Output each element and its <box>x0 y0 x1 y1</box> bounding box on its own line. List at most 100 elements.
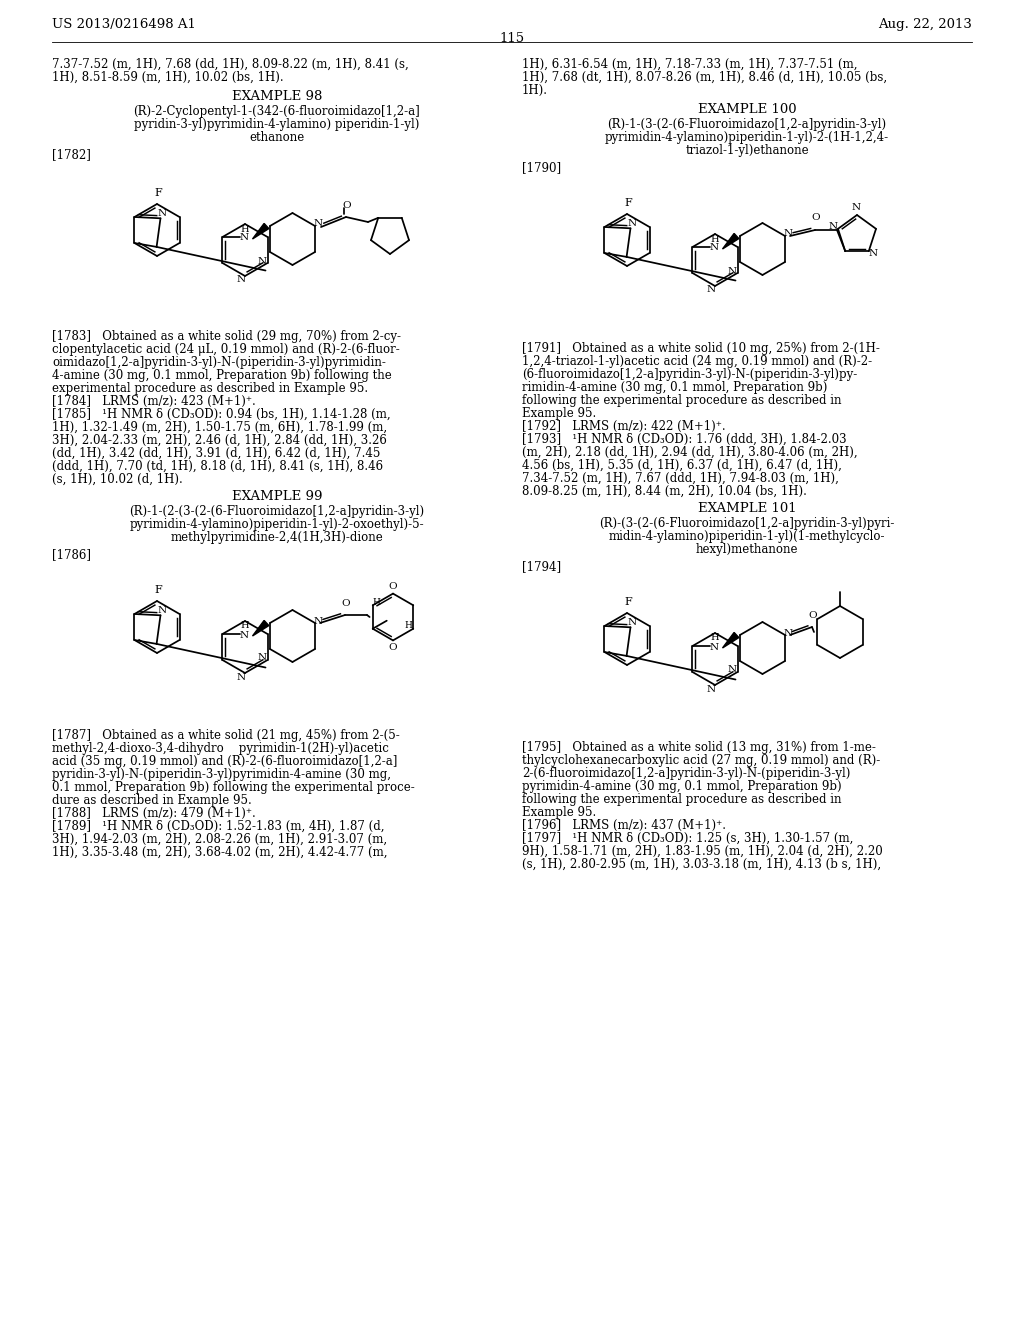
Text: (dd, 1H), 3.42 (dd, 1H), 3.91 (d, 1H), 6.42 (d, 1H), 7.45: (dd, 1H), 3.42 (dd, 1H), 3.91 (d, 1H), 6… <box>52 447 380 459</box>
Text: (6-fluoroimidazo[1,2-a]pyridin-3-yl)-N-(piperidin-3-yl)py-: (6-fluoroimidazo[1,2-a]pyridin-3-yl)-N-(… <box>522 368 857 381</box>
Text: (R)-(3-(2-(6-Fluoroimidazo[1,2-a]pyridin-3-yl)pyri-: (R)-(3-(2-(6-Fluoroimidazo[1,2-a]pyridin… <box>599 517 895 531</box>
Text: [1790]: [1790] <box>522 161 561 174</box>
Text: H: H <box>711 235 719 243</box>
Text: N: N <box>710 643 719 652</box>
Text: pyrimidin-4-amine (30 mg, 0.1 mmol, Preparation 9b): pyrimidin-4-amine (30 mg, 0.1 mmol, Prep… <box>522 780 842 793</box>
Text: 1H), 1.32-1.49 (m, 2H), 1.50-1.75 (m, 6H), 1.78-1.99 (m,: 1H), 1.32-1.49 (m, 2H), 1.50-1.75 (m, 6H… <box>52 421 387 434</box>
Text: N: N <box>313 616 323 626</box>
Text: (s, 1H), 2.80-2.95 (m, 1H), 3.03-3.18 (m, 1H), 4.13 (b s, 1H),: (s, 1H), 2.80-2.95 (m, 1H), 3.03-3.18 (m… <box>522 858 881 871</box>
Text: F: F <box>155 585 162 595</box>
Text: [1787]   Obtained as a white solid (21 mg, 45%) from 2-(5-: [1787] Obtained as a white solid (21 mg,… <box>52 729 399 742</box>
Text: O: O <box>389 582 397 591</box>
Text: (ddd, 1H), 7.70 (td, 1H), 8.18 (d, 1H), 8.41 (s, 1H), 8.46: (ddd, 1H), 7.70 (td, 1H), 8.18 (d, 1H), … <box>52 459 383 473</box>
Text: 3H), 1.94-2.03 (m, 2H), 2.08-2.26 (m, 1H), 2.91-3.07 (m,: 3H), 1.94-2.03 (m, 2H), 2.08-2.26 (m, 1H… <box>52 833 387 846</box>
Text: 7.34-7.52 (m, 1H), 7.67 (ddd, 1H), 7.94-8.03 (m, 1H),: 7.34-7.52 (m, 1H), 7.67 (ddd, 1H), 7.94-… <box>522 473 839 484</box>
Text: [1789]   ¹H NMR δ (CD₃OD): 1.52-1.83 (m, 4H), 1.87 (d,: [1789] ¹H NMR δ (CD₃OD): 1.52-1.83 (m, 4… <box>52 820 384 833</box>
Text: ethanone: ethanone <box>250 131 304 144</box>
Text: [1791]   Obtained as a white solid (10 mg, 25%) from 2-(1H-: [1791] Obtained as a white solid (10 mg,… <box>522 342 880 355</box>
Polygon shape <box>253 620 269 636</box>
Text: H: H <box>404 622 413 630</box>
Text: methylpyrimidine-2,4(1H,3H)-dione: methylpyrimidine-2,4(1H,3H)-dione <box>171 531 383 544</box>
Text: N: N <box>707 285 716 294</box>
Text: Example 95.: Example 95. <box>522 407 596 420</box>
Text: F: F <box>624 198 632 209</box>
Text: N: N <box>240 234 249 243</box>
Text: (R)-1-(2-(3-(2-(6-Fluoroimidazo[1,2-a]pyridin-3-yl): (R)-1-(2-(3-(2-(6-Fluoroimidazo[1,2-a]py… <box>129 506 425 517</box>
Text: [1784]   LRMS (m/z): 423 (M+1)⁺.: [1784] LRMS (m/z): 423 (M+1)⁺. <box>52 395 256 408</box>
Text: 115: 115 <box>500 32 524 45</box>
Text: [1786]: [1786] <box>52 548 91 561</box>
Text: 1H), 3.35-3.48 (m, 2H), 3.68-4.02 (m, 2H), 4.42-4.77 (m,: 1H), 3.35-3.48 (m, 2H), 3.68-4.02 (m, 2H… <box>52 846 387 859</box>
Text: O: O <box>343 201 351 210</box>
Text: N: N <box>628 618 637 627</box>
Text: rimidin-4-amine (30 mg, 0.1 mmol, Preparation 9b): rimidin-4-amine (30 mg, 0.1 mmol, Prepar… <box>522 381 827 393</box>
Text: EXAMPLE 100: EXAMPLE 100 <box>697 103 797 116</box>
Text: 9H), 1.58-1.71 (m, 2H), 1.83-1.95 (m, 1H), 2.04 (d, 2H), 2.20: 9H), 1.58-1.71 (m, 2H), 1.83-1.95 (m, 1H… <box>522 845 883 858</box>
Text: experimental procedure as described in Example 95.: experimental procedure as described in E… <box>52 381 368 395</box>
Text: [1788]   LRMS (m/z): 479 (M+1)⁺.: [1788] LRMS (m/z): 479 (M+1)⁺. <box>52 807 256 820</box>
Text: US 2013/0216498 A1: US 2013/0216498 A1 <box>52 18 196 30</box>
Text: [1785]   ¹H NMR δ (CD₃OD): 0.94 (bs, 1H), 1.14-1.28 (m,: [1785] ¹H NMR δ (CD₃OD): 0.94 (bs, 1H), … <box>52 408 390 421</box>
Text: acid (35 mg, 0.19 mmol) and (R)-2-(6-fluoroimidazo[1,2-a]: acid (35 mg, 0.19 mmol) and (R)-2-(6-flu… <box>52 755 397 768</box>
Text: triazol-1-yl)ethanone: triazol-1-yl)ethanone <box>685 144 809 157</box>
Text: oimidazo[1,2-a]pyridin-3-yl)-N-(piperidin-3-yl)pyrimidin-: oimidazo[1,2-a]pyridin-3-yl)-N-(piperidi… <box>52 356 386 370</box>
Text: [1782]: [1782] <box>52 148 91 161</box>
Text: (m, 2H), 2.18 (dd, 1H), 2.94 (dd, 1H), 3.80-4.06 (m, 2H),: (m, 2H), 2.18 (dd, 1H), 2.94 (dd, 1H), 3… <box>522 446 858 459</box>
Text: 2-(6-fluoroimidazo[1,2-a]pyridin-3-yl)-N-(piperidin-3-yl): 2-(6-fluoroimidazo[1,2-a]pyridin-3-yl)-N… <box>522 767 850 780</box>
Text: 8.09-8.25 (m, 1H), 8.44 (m, 2H), 10.04 (bs, 1H).: 8.09-8.25 (m, 1H), 8.44 (m, 2H), 10.04 (… <box>522 484 807 498</box>
Polygon shape <box>723 234 739 249</box>
Text: methyl-2,4-dioxo-3,4-dihydro    pyrimidin-1(2H)-yl)acetic: methyl-2,4-dioxo-3,4-dihydro pyrimidin-1… <box>52 742 389 755</box>
Text: N: N <box>851 203 860 213</box>
Text: pyrimidin-4-ylamino)piperidin-1-yl)-2-(1H-1,2,4-: pyrimidin-4-ylamino)piperidin-1-yl)-2-(1… <box>605 131 889 144</box>
Text: H: H <box>711 634 719 643</box>
Text: O: O <box>812 214 820 223</box>
Text: N: N <box>707 685 716 693</box>
Text: 4.56 (bs, 1H), 5.35 (d, 1H), 6.37 (d, 1H), 6.47 (d, 1H),: 4.56 (bs, 1H), 5.35 (d, 1H), 6.37 (d, 1H… <box>522 459 842 473</box>
Text: pyrimidin-4-ylamino)piperidin-1-yl)-2-oxoethyl)-5-: pyrimidin-4-ylamino)piperidin-1-yl)-2-ox… <box>130 517 424 531</box>
Text: 1,2,4-triazol-1-yl)acetic acid (24 mg, 0.19 mmol) and (R)-2-: 1,2,4-triazol-1-yl)acetic acid (24 mg, 0… <box>522 355 872 368</box>
Text: N: N <box>783 230 793 239</box>
Text: 1H), 8.51-8.59 (m, 1H), 10.02 (bs, 1H).: 1H), 8.51-8.59 (m, 1H), 10.02 (bs, 1H). <box>52 71 284 84</box>
Text: N: N <box>710 243 719 252</box>
Text: pyridin-3-yl)-N-(piperidin-3-yl)pyrimidin-4-amine (30 mg,: pyridin-3-yl)-N-(piperidin-3-yl)pyrimidi… <box>52 768 391 781</box>
Text: clopentylacetic acid (24 μL, 0.19 mmol) and (R)-2-(6-fluor-: clopentylacetic acid (24 μL, 0.19 mmol) … <box>52 343 399 356</box>
Text: N: N <box>783 628 793 638</box>
Text: O: O <box>809 610 817 619</box>
Text: 0.1 mmol, Preparation 9b) following the experimental proce-: 0.1 mmol, Preparation 9b) following the … <box>52 781 415 795</box>
Text: EXAMPLE 99: EXAMPLE 99 <box>231 490 323 503</box>
Text: N: N <box>240 631 249 639</box>
Text: (s, 1H), 10.02 (d, 1H).: (s, 1H), 10.02 (d, 1H). <box>52 473 182 486</box>
Text: 4-amine (30 mg, 0.1 mmol, Preparation 9b) following the: 4-amine (30 mg, 0.1 mmol, Preparation 9b… <box>52 370 392 381</box>
Text: thylcyclohexanecarboxylic acid (27 mg, 0.19 mmol) and (R)-: thylcyclohexanecarboxylic acid (27 mg, 0… <box>522 754 881 767</box>
Text: [1792]   LRMS (m/z): 422 (M+1)⁺.: [1792] LRMS (m/z): 422 (M+1)⁺. <box>522 420 726 433</box>
Text: dure as described in Example 95.: dure as described in Example 95. <box>52 795 252 807</box>
Text: [1793]   ¹H NMR δ (CD₃OD): 1.76 (ddd, 3H), 1.84-2.03: [1793] ¹H NMR δ (CD₃OD): 1.76 (ddd, 3H),… <box>522 433 847 446</box>
Text: [1783]   Obtained as a white solid (29 mg, 70%) from 2-cy-: [1783] Obtained as a white solid (29 mg,… <box>52 330 401 343</box>
Polygon shape <box>253 223 269 239</box>
Text: N: N <box>313 219 323 228</box>
Text: N: N <box>158 209 167 218</box>
Text: 1H), 6.31-6.54 (m, 1H), 7.18-7.33 (m, 1H), 7.37-7.51 (m,: 1H), 6.31-6.54 (m, 1H), 7.18-7.33 (m, 1H… <box>522 58 857 71</box>
Text: N: N <box>237 672 246 681</box>
Text: N: N <box>237 276 246 285</box>
Text: 1H), 7.68 (dt, 1H), 8.07-8.26 (m, 1H), 8.46 (d, 1H), 10.05 (bs,: 1H), 7.68 (dt, 1H), 8.07-8.26 (m, 1H), 8… <box>522 71 887 84</box>
Text: [1796]   LRMS (m/z): 437 (M+1)⁺.: [1796] LRMS (m/z): 437 (M+1)⁺. <box>522 818 726 832</box>
Text: N: N <box>728 665 737 675</box>
Text: 7.37-7.52 (m, 1H), 7.68 (dd, 1H), 8.09-8.22 (m, 1H), 8.41 (s,: 7.37-7.52 (m, 1H), 7.68 (dd, 1H), 8.09-8… <box>52 58 409 71</box>
Text: H: H <box>241 224 249 234</box>
Text: [1795]   Obtained as a white solid (13 mg, 31%) from 1-me-: [1795] Obtained as a white solid (13 mg,… <box>522 741 876 754</box>
Text: following the experimental procedure as described in: following the experimental procedure as … <box>522 793 842 807</box>
Text: (R)-2-Cyclopentyl-1-(342-(6-fluoroimidazo[1,2-a]: (R)-2-Cyclopentyl-1-(342-(6-fluoroimidaz… <box>133 106 421 117</box>
Text: EXAMPLE 101: EXAMPLE 101 <box>697 502 797 515</box>
Text: hexyl)methanone: hexyl)methanone <box>695 543 799 556</box>
Text: O: O <box>389 643 397 652</box>
Text: F: F <box>155 187 162 198</box>
Text: O: O <box>342 598 350 607</box>
Text: N: N <box>258 653 267 663</box>
Text: Aug. 22, 2013: Aug. 22, 2013 <box>879 18 972 30</box>
Text: [1794]: [1794] <box>522 560 561 573</box>
Text: following the experimental procedure as described in: following the experimental procedure as … <box>522 393 842 407</box>
Text: Example 95.: Example 95. <box>522 807 596 818</box>
Text: pyridin-3-yl)pyrimidin-4-ylamino) piperidin-1-yl): pyridin-3-yl)pyrimidin-4-ylamino) piperi… <box>134 117 420 131</box>
Text: N: N <box>628 219 637 228</box>
